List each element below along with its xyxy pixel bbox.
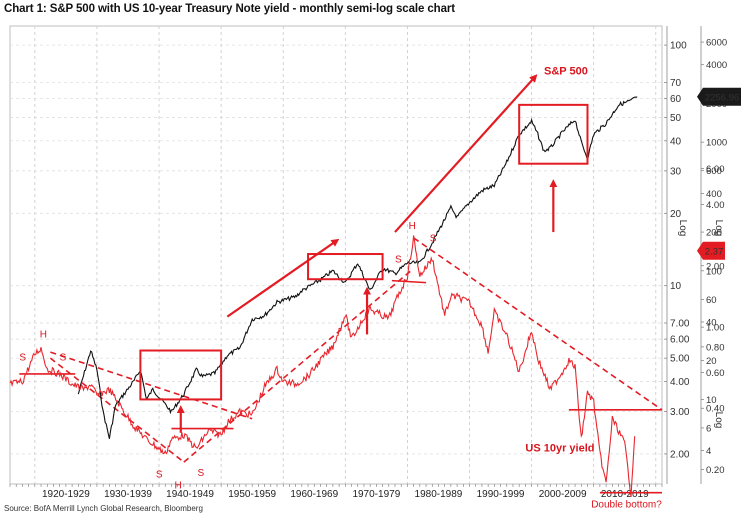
consolidation-box xyxy=(307,253,384,281)
hs-head-label: H xyxy=(409,221,416,232)
yield-axis-label: 2.00 xyxy=(706,261,725,272)
spx-axis-label: 4 xyxy=(706,446,711,457)
yield-value-text: 2.37 xyxy=(705,247,724,258)
left-axis-label: 7.00 xyxy=(670,318,690,329)
yield-series-line xyxy=(9,235,636,497)
spx-axis-title: Log xyxy=(713,220,724,237)
inv-hs-shoulder-label: S xyxy=(156,469,163,480)
yield-value-callout xyxy=(697,241,725,260)
yield-axis-label: 0.80 xyxy=(706,342,725,353)
x-category-label: 1920-1929 xyxy=(42,489,90,500)
spx-axis-label: 600 xyxy=(706,166,722,177)
left-axis-label: 50 xyxy=(670,113,682,124)
left-axis-label: 4.00 xyxy=(670,377,690,388)
spx-axis-label: 60 xyxy=(706,295,717,306)
yield-axis-label: 1.00 xyxy=(706,323,725,334)
yield-axis-label: 4.00 xyxy=(706,200,725,211)
inv-hs-shoulder-label: S xyxy=(198,468,205,479)
trend-arrows xyxy=(176,74,558,433)
gridlines xyxy=(10,26,662,484)
left-yield-axis: 100 70 60 50 40 30 20 10 7.00 6.00 5.00 4.00 3.00 2.0… xyxy=(664,26,690,484)
up-arrow xyxy=(226,238,340,318)
spx-axis-label: 1000 xyxy=(706,138,727,149)
hs-head-label: H xyxy=(40,329,47,340)
series-lines xyxy=(9,96,638,497)
source-note: Source: BofA Merrill Lynch Global Resear… xyxy=(4,504,203,513)
inv-hs-head-label: H xyxy=(175,480,182,491)
spx-value-callout xyxy=(697,87,741,106)
x-axis-categories: 1920-1929 1930-1939 1940-1949 1950-1959 1960… xyxy=(9,484,663,500)
yield-axis-label: 0.60 xyxy=(706,368,725,379)
yield-axis-label: 0.20 xyxy=(706,465,725,476)
spx-axis-label: 400 xyxy=(706,189,722,200)
spx-axis-label: 6000 xyxy=(706,38,727,49)
left-axis-label: 10 xyxy=(670,281,682,292)
left-axis-label: 30 xyxy=(670,166,682,177)
hs-shoulder-label: S xyxy=(19,352,26,363)
left-axis-label: 100 xyxy=(670,41,687,52)
left-axis-label: 70 xyxy=(670,78,682,89)
x-category-label: 1960-1969 xyxy=(290,489,338,500)
x-category-label: 1940-1949 xyxy=(166,489,214,500)
left-axis-label: 3.00 xyxy=(670,407,690,418)
long-downtrend-line xyxy=(413,237,663,411)
yield-axis-label: 6.00 xyxy=(706,164,725,175)
left-axis-label: 2.00 xyxy=(670,449,690,460)
annotation-labels: S&P 500 US 10yr yield Double bottom? S H S S H S… xyxy=(19,66,662,511)
x-category-label: 1980-1989 xyxy=(415,489,463,500)
spx-axis-label: 4000 xyxy=(706,60,727,71)
x-category-label: 2000-2009 xyxy=(539,489,587,500)
chart-title: Chart 1: S&P 500 with US 10-year Treasur… xyxy=(4,3,456,15)
consolidation-boxes xyxy=(139,103,589,401)
x-category-label: 2010-2019 xyxy=(601,489,649,500)
spx-axis-label: 200 xyxy=(706,228,722,239)
left-axis-label: 40 xyxy=(670,136,682,147)
spx-series-line xyxy=(77,96,638,439)
yield-series-label: US 10yr yield xyxy=(525,442,594,454)
spx-axis-label: 20 xyxy=(706,356,717,367)
up-arrow xyxy=(394,74,538,233)
left-axis-label: 6.00 xyxy=(670,335,690,346)
x-category-label: 1970-1979 xyxy=(352,489,400,500)
left-axis-label: 20 xyxy=(670,209,682,220)
neckline xyxy=(391,279,427,284)
x-category-label: 1990-1999 xyxy=(477,489,525,500)
consolidation-box xyxy=(139,349,223,401)
x-category-label: 1950-1959 xyxy=(228,489,276,500)
right-yield-axis: 6.00 4.00 2.00 1.00 0.80 0.60 0.40 0.20 Log xyxy=(701,164,725,476)
spx-axis-label: 40 xyxy=(706,317,717,328)
hs-shoulder-label: S xyxy=(395,254,402,265)
spx-axis-label: 6 xyxy=(706,423,711,434)
downtrend-line xyxy=(49,357,185,463)
spx-axis-label: 10 xyxy=(706,395,717,406)
left-axis-label: 5.00 xyxy=(670,354,690,365)
value-callouts: 2256.96 2.37 xyxy=(697,87,741,260)
left-axis-label: 60 xyxy=(670,94,682,105)
hs-shoulder-label: S xyxy=(430,233,437,244)
spx-value-text: 2256.96 xyxy=(705,93,739,104)
consolidation-box xyxy=(518,103,589,165)
yield-axis-title: Log xyxy=(713,412,724,429)
x-category-label: 1930-1939 xyxy=(104,489,152,500)
double-bottom-label: Double bottom? xyxy=(591,499,662,510)
yield-axis-label: 0.40 xyxy=(706,404,725,415)
spx-series-label: S&P 500 xyxy=(544,66,588,78)
left-axis-title: Log xyxy=(677,220,688,237)
downtrend-line xyxy=(50,351,253,420)
spx-axis-label: 100 xyxy=(706,266,722,277)
hs-shoulder-label: S xyxy=(60,352,67,363)
